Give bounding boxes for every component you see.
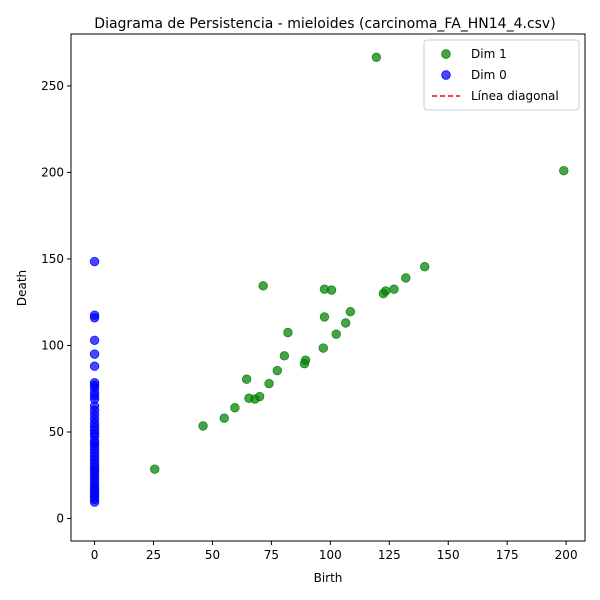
point-dim-1: [283, 327, 293, 338]
legend-label-dim-0: Dim 0: [471, 68, 507, 82]
point-dim-1: [389, 284, 399, 294]
point-dim-1: [340, 318, 351, 328]
point-dim-1: [230, 403, 240, 413]
x-tick-label: 100: [319, 548, 342, 562]
point-dim-0: [89, 313, 100, 323]
point-dim-1: [559, 165, 569, 176]
point-dim-1: [241, 374, 252, 384]
y-tick-label: 50: [49, 425, 64, 439]
point-dim-1: [401, 273, 411, 283]
y-tick-label: 0: [56, 512, 64, 526]
x-tick-label: 125: [378, 548, 401, 562]
point-dim-1: [319, 312, 330, 322]
x-tick-label: 150: [437, 548, 460, 562]
point-dim-1: [371, 52, 382, 63]
point-dim-0: [89, 497, 100, 507]
x-tick-label: 75: [264, 548, 279, 562]
point-dim-0: [89, 335, 100, 345]
point-dim-1: [279, 351, 290, 361]
point-dim-1: [219, 413, 229, 423]
point-dim-1: [419, 262, 430, 272]
point-dim-1: [318, 343, 328, 353]
y-tick-label: 200: [41, 165, 64, 179]
legend-marker-dim-0: [441, 70, 451, 80]
point-dim-1: [345, 307, 356, 317]
x-tick-label: 25: [146, 548, 161, 562]
point-dim-1: [326, 285, 337, 295]
x-axis-label: Birth: [314, 571, 343, 585]
y-tick-label: 150: [41, 252, 64, 266]
axes: 0 25 50 75 100 125 150 175 200 0 50 100 150 200 250: [41, 79, 577, 562]
legend-label-dim-1: Dim 1: [471, 47, 507, 61]
y-tick-label: 100: [41, 338, 64, 352]
point-dim-0: [89, 349, 100, 359]
x-tick-label: 200: [555, 548, 578, 562]
point-dim-1: [198, 421, 208, 431]
y-axis-label: Death: [15, 270, 29, 306]
x-tick-label: 0: [91, 548, 99, 562]
plot-frame: [70, 33, 586, 542]
legend-label-linea-diagonal: Línea diagonal: [471, 89, 559, 103]
legend-marker-dim-1: [441, 49, 451, 59]
point-dim-1: [381, 286, 391, 296]
point-dim-1: [264, 378, 274, 389]
point-dim-0: [89, 256, 100, 267]
point-dim-0: [89, 361, 100, 371]
plot-area: [89, 52, 569, 507]
x-tick-label: 50: [205, 548, 220, 562]
legend-frame: [423, 39, 580, 111]
point-dim-1: [331, 329, 341, 339]
point-dim-1: [300, 355, 311, 365]
point-dim-1: [254, 391, 265, 402]
point-dim-1: [258, 281, 268, 291]
y-tick-label: 250: [41, 79, 64, 93]
chart-title: Diagrama de Persistencia - mieloides (ca…: [94, 16, 555, 32]
point-dim-1: [150, 464, 160, 474]
legend: Dim 1 Dim 0 Línea diagonal: [423, 39, 580, 111]
x-tick-label: 175: [496, 548, 519, 562]
point-dim-1: [272, 365, 283, 376]
